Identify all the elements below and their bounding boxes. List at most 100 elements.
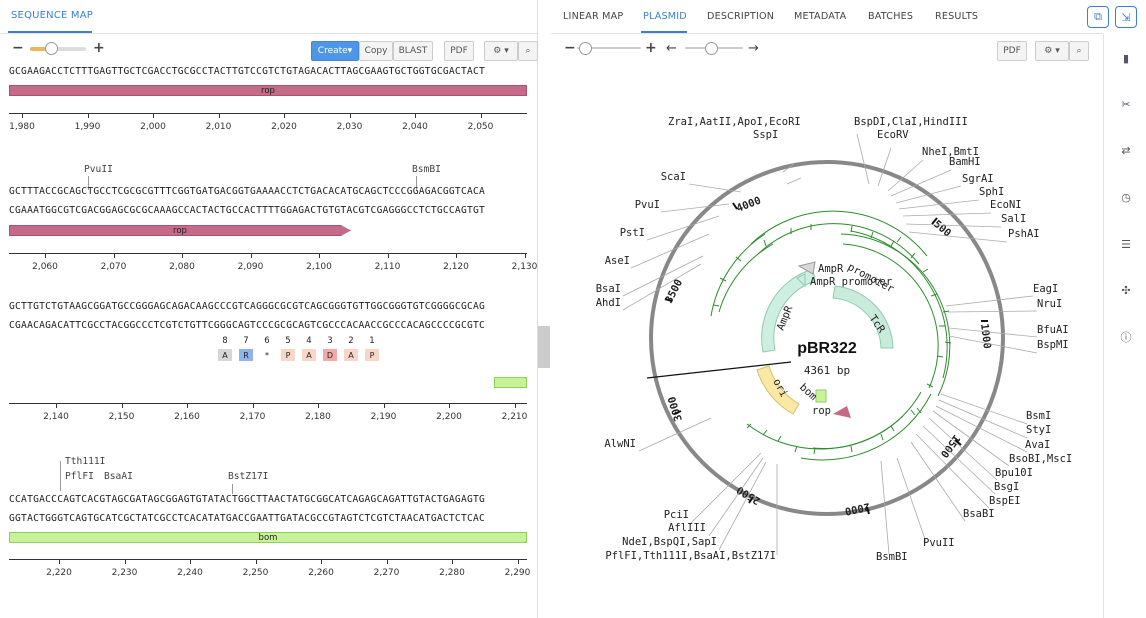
amino-acid-cell[interactable]: A [344, 349, 358, 361]
bookmark-icon[interactable]: ▮ [1122, 51, 1130, 65]
create-button[interactable]: Create▾ [311, 41, 359, 61]
rotation-slider-knob[interactable] [705, 42, 718, 55]
enzyme-leader-line [708, 457, 764, 537]
tab-sequence-map[interactable]: SEQUENCE MAP [11, 10, 94, 21]
enzyme-label[interactable]: AhdI [596, 297, 621, 309]
enzyme-label[interactable]: ScaI [661, 171, 686, 183]
enzyme-label[interactable]: BspMI [1037, 339, 1069, 351]
enzyme-label[interactable]: BsaI [596, 283, 621, 295]
tab-description[interactable]: DESCRIPTION [707, 11, 775, 22]
vertical-scrollbar-thumb[interactable] [538, 326, 550, 368]
scissors-icon[interactable]: ✂ [1121, 97, 1131, 111]
pdf-button[interactable]: PDF [997, 41, 1027, 61]
zoom-in-icon[interactable]: + [645, 40, 657, 56]
enzyme-label[interactable]: SalI [1001, 213, 1026, 225]
primers-icon[interactable]: ✣ [1121, 283, 1131, 297]
enzyme-label[interactable]: PciI [664, 509, 689, 521]
site-label-pvuii[interactable]: PvuII [84, 164, 113, 175]
tab-plasmid[interactable]: PLASMID [643, 11, 687, 22]
align-icon[interactable]: ☰ [1121, 237, 1131, 251]
enzyme-label[interactable]: PshAI [1008, 228, 1040, 240]
zoom-slider-knob[interactable] [579, 42, 592, 55]
history-icon[interactable]: ◷ [1121, 190, 1131, 204]
enzyme-label[interactable]: SgrAI [962, 173, 994, 185]
enzyme-label[interactable]: BsmI [1026, 410, 1051, 422]
tab-results[interactable]: RESULTS [935, 11, 979, 22]
feature-bom-fragment[interactable] [494, 377, 527, 388]
feature-rop[interactable]: rop [9, 225, 351, 236]
copy-window-icon[interactable]: ⧉ [1087, 6, 1109, 28]
tab-linear-map[interactable]: LINEAR MAP [563, 11, 624, 22]
amino-acid-cell[interactable]: P [365, 349, 379, 361]
enzyme-label[interactable]: BsoBI,MscI [1009, 453, 1072, 465]
blast-button[interactable]: BLAST [393, 41, 433, 61]
feature-rop[interactable]: rop [9, 85, 527, 96]
amino-acid-cell[interactable]: D [323, 349, 337, 361]
site-label-tth111i[interactable]: Tth111I [65, 456, 106, 467]
site-label-bsaai[interactable]: BsaAI [104, 471, 133, 482]
ruler-tick-label: 2,120 [443, 262, 469, 272]
amino-acid-cell[interactable]: * [260, 349, 274, 361]
amino-acid-cell[interactable]: A [218, 349, 232, 361]
enzyme-label[interactable]: NruI [1037, 298, 1062, 310]
enzyme-label[interactable]: NdeI,BspQI,SapI [622, 536, 717, 548]
amino-acid-cell[interactable]: R [239, 349, 253, 361]
enzyme-label[interactable]: PvuII [923, 537, 955, 549]
amino-acid-cell[interactable]: P [281, 349, 295, 361]
ruler-tick [187, 403, 188, 408]
ruler-tick-label: 2,030 [336, 122, 363, 132]
ruler-tick [252, 403, 254, 408]
zoom-out-icon[interactable]: − [564, 40, 576, 56]
pdf-button[interactable]: PDF [444, 41, 474, 61]
enzyme-label[interactable]: SphI [979, 186, 1004, 198]
sequence-view[interactable]: GCGAAGACCTCTTTGAGTTGCTCGACCTGCGCCTACTTGT… [0, 66, 538, 618]
enzyme-label[interactable]: BsgI [994, 481, 1019, 493]
search-button[interactable]: ⌕ [518, 41, 538, 61]
enzyme-label[interactable]: EcoRV [877, 129, 909, 141]
copy-button[interactable]: Copy [359, 41, 393, 61]
enzyme-label[interactable]: BsaBI [963, 508, 995, 520]
left-tab-bar: SEQUENCE MAP [0, 0, 537, 34]
enzyme-label[interactable]: PvuI [635, 199, 660, 211]
enzyme-label[interactable]: BfuAI [1037, 324, 1069, 336]
enzyme-label[interactable]: BspDI,ClaI,HindIII [854, 116, 968, 128]
enzyme-label[interactable]: BsmBI [876, 551, 908, 563]
enzyme-label[interactable]: ZraI,AatII,ApoI,EcoRI [668, 116, 801, 128]
site-label-bstz17i[interactable]: BstZ17I [228, 471, 269, 482]
zoom-slider[interactable] [30, 47, 86, 51]
rotate-right-icon[interactable]: → [748, 41, 759, 56]
enzyme-label[interactable]: PstI [620, 227, 645, 239]
zoom-slider-knob[interactable] [45, 42, 58, 55]
zoom-out-icon[interactable]: − [12, 40, 24, 56]
site-label-pflfi[interactable]: PflFI [65, 471, 94, 482]
rotate-left-icon[interactable]: ← [666, 41, 677, 56]
site-label-bsmbi[interactable]: BsmBI [412, 164, 441, 175]
enzyme-label[interactable]: SspI [753, 129, 778, 141]
search-button[interactable]: ⌕ [1069, 41, 1089, 61]
zoom-in-icon[interactable]: + [93, 40, 105, 56]
settings-menu-button[interactable]: ⚙ ▾ [484, 41, 518, 61]
tab-batches[interactable]: BATCHES [868, 11, 914, 22]
enzyme-label[interactable]: EcoNI [990, 199, 1022, 211]
export-icon[interactable]: ⇲ [1115, 6, 1137, 28]
enzyme-label[interactable]: AflIII [668, 522, 706, 534]
info-icon[interactable]: ⓘ [1120, 331, 1132, 344]
amino-acid-cell[interactable]: A [302, 349, 316, 361]
enzyme-label[interactable]: AlwNI [604, 438, 636, 450]
enzyme-label[interactable]: PflFI,Tth111I,BsaAI,BstZ17I [605, 550, 776, 562]
enzyme-label[interactable]: BspEI [989, 495, 1021, 507]
swap-icon[interactable]: ⇄ [1121, 143, 1131, 157]
plasmid-map[interactable]: 500 1000 1500 2000 2500 3000 3500 4000 [551, 66, 1103, 618]
enzyme-label[interactable]: AvaI [1025, 439, 1050, 451]
tab-metadata[interactable]: METADATA [794, 11, 847, 22]
enzyme-leader-line [880, 460, 890, 555]
settings-menu-button[interactable]: ⚙ ▾ [1035, 41, 1069, 61]
enzyme-label[interactable]: StyI [1026, 424, 1051, 436]
zoom-slider[interactable] [577, 47, 641, 49]
feature-bom[interactable]: bom [9, 532, 527, 543]
enzyme-label[interactable]: BamHI [949, 156, 981, 168]
enzyme-label[interactable]: AseI [605, 255, 630, 267]
enzyme-label[interactable]: EagI [1033, 283, 1058, 295]
enzyme-label[interactable]: Bpu10I [995, 467, 1033, 479]
enzyme-label[interactable]: NheI,BmtI [922, 146, 979, 158]
